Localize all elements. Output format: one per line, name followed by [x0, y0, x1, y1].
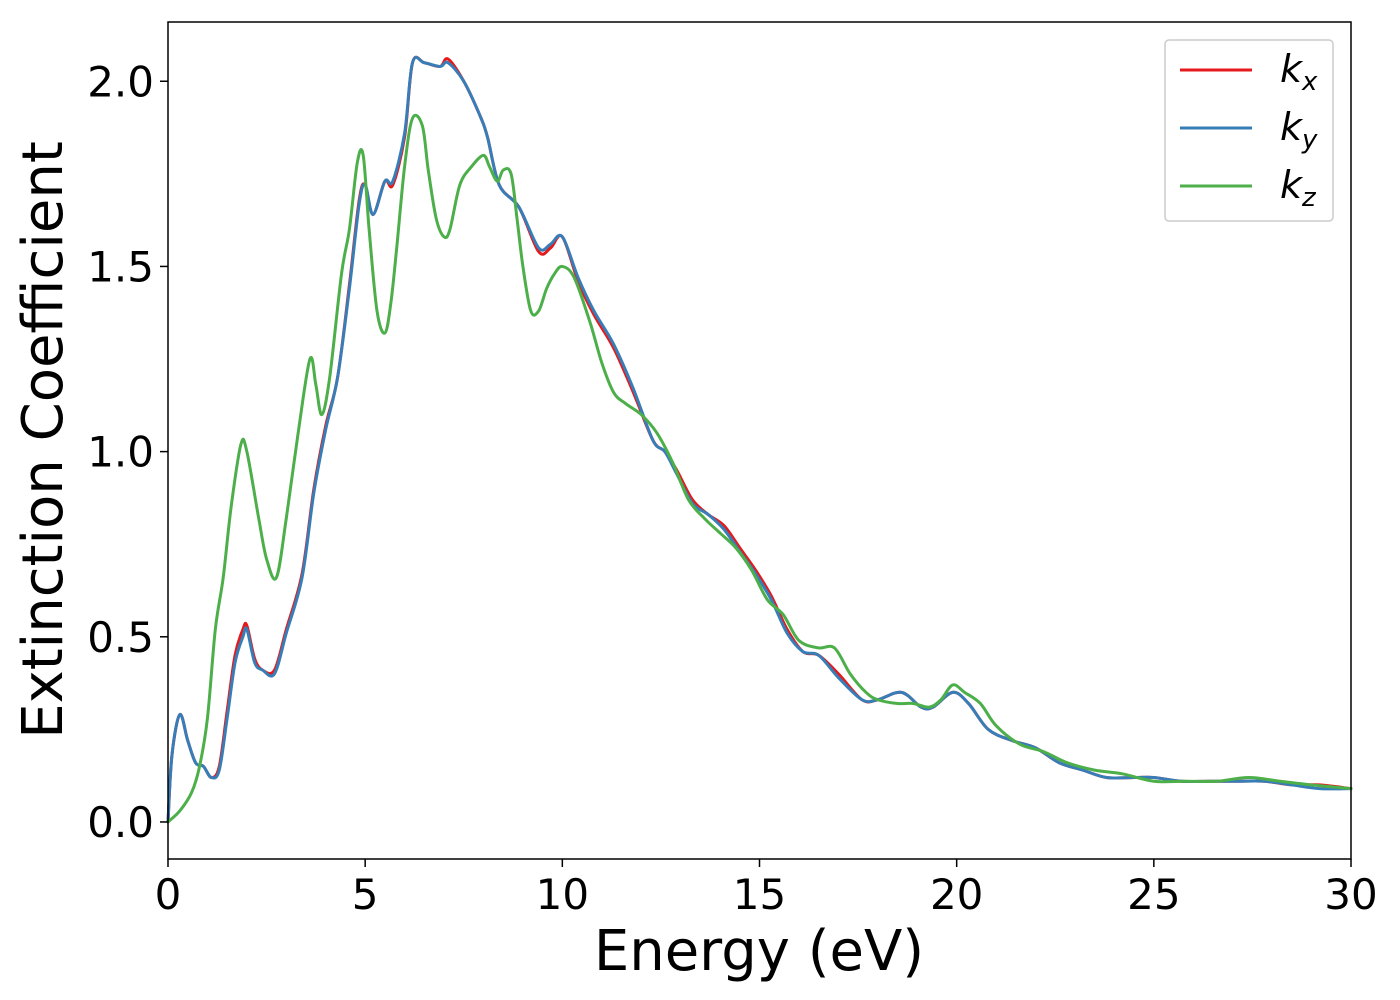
x-axis-ticks: 0 5 10 15 20 25 30 [155, 859, 1378, 919]
y-tick-label: 1.5 [87, 242, 154, 291]
legend-items: kx ky kz [1180, 47, 1318, 213]
y-tick-label: 2.0 [87, 57, 154, 106]
legend-box [1164, 39, 1334, 222]
x-axis-label: Energy (eV) [594, 919, 924, 984]
x-tick-label: 0 [155, 870, 182, 919]
y-axis-ticks: 0.0 0.5 1.0 1.5 2.0 [87, 57, 168, 847]
x-tick-label: 5 [352, 870, 379, 919]
x-tick-label: 15 [733, 870, 786, 919]
series-line-kz [166, 113, 1353, 824]
y-tick-label: 0.5 [87, 613, 154, 662]
series-layer [166, 55, 1353, 824]
x-tick-label: 25 [1127, 870, 1180, 919]
legend-label-ky: ky [1280, 105, 1318, 155]
y-tick-label: 1.0 [87, 428, 154, 477]
x-tick-label: 30 [1324, 870, 1377, 919]
x-tick-label: 20 [930, 870, 983, 919]
y-axis-label: Extinction Coefficient [11, 141, 76, 739]
x-tick-label: 10 [536, 870, 589, 919]
legend-label-kz: kz [1280, 163, 1317, 213]
legend-label-kx: kx [1280, 47, 1318, 97]
y-tick-label: 0.0 [87, 798, 154, 847]
legend: kx ky kz [1164, 39, 1334, 222]
